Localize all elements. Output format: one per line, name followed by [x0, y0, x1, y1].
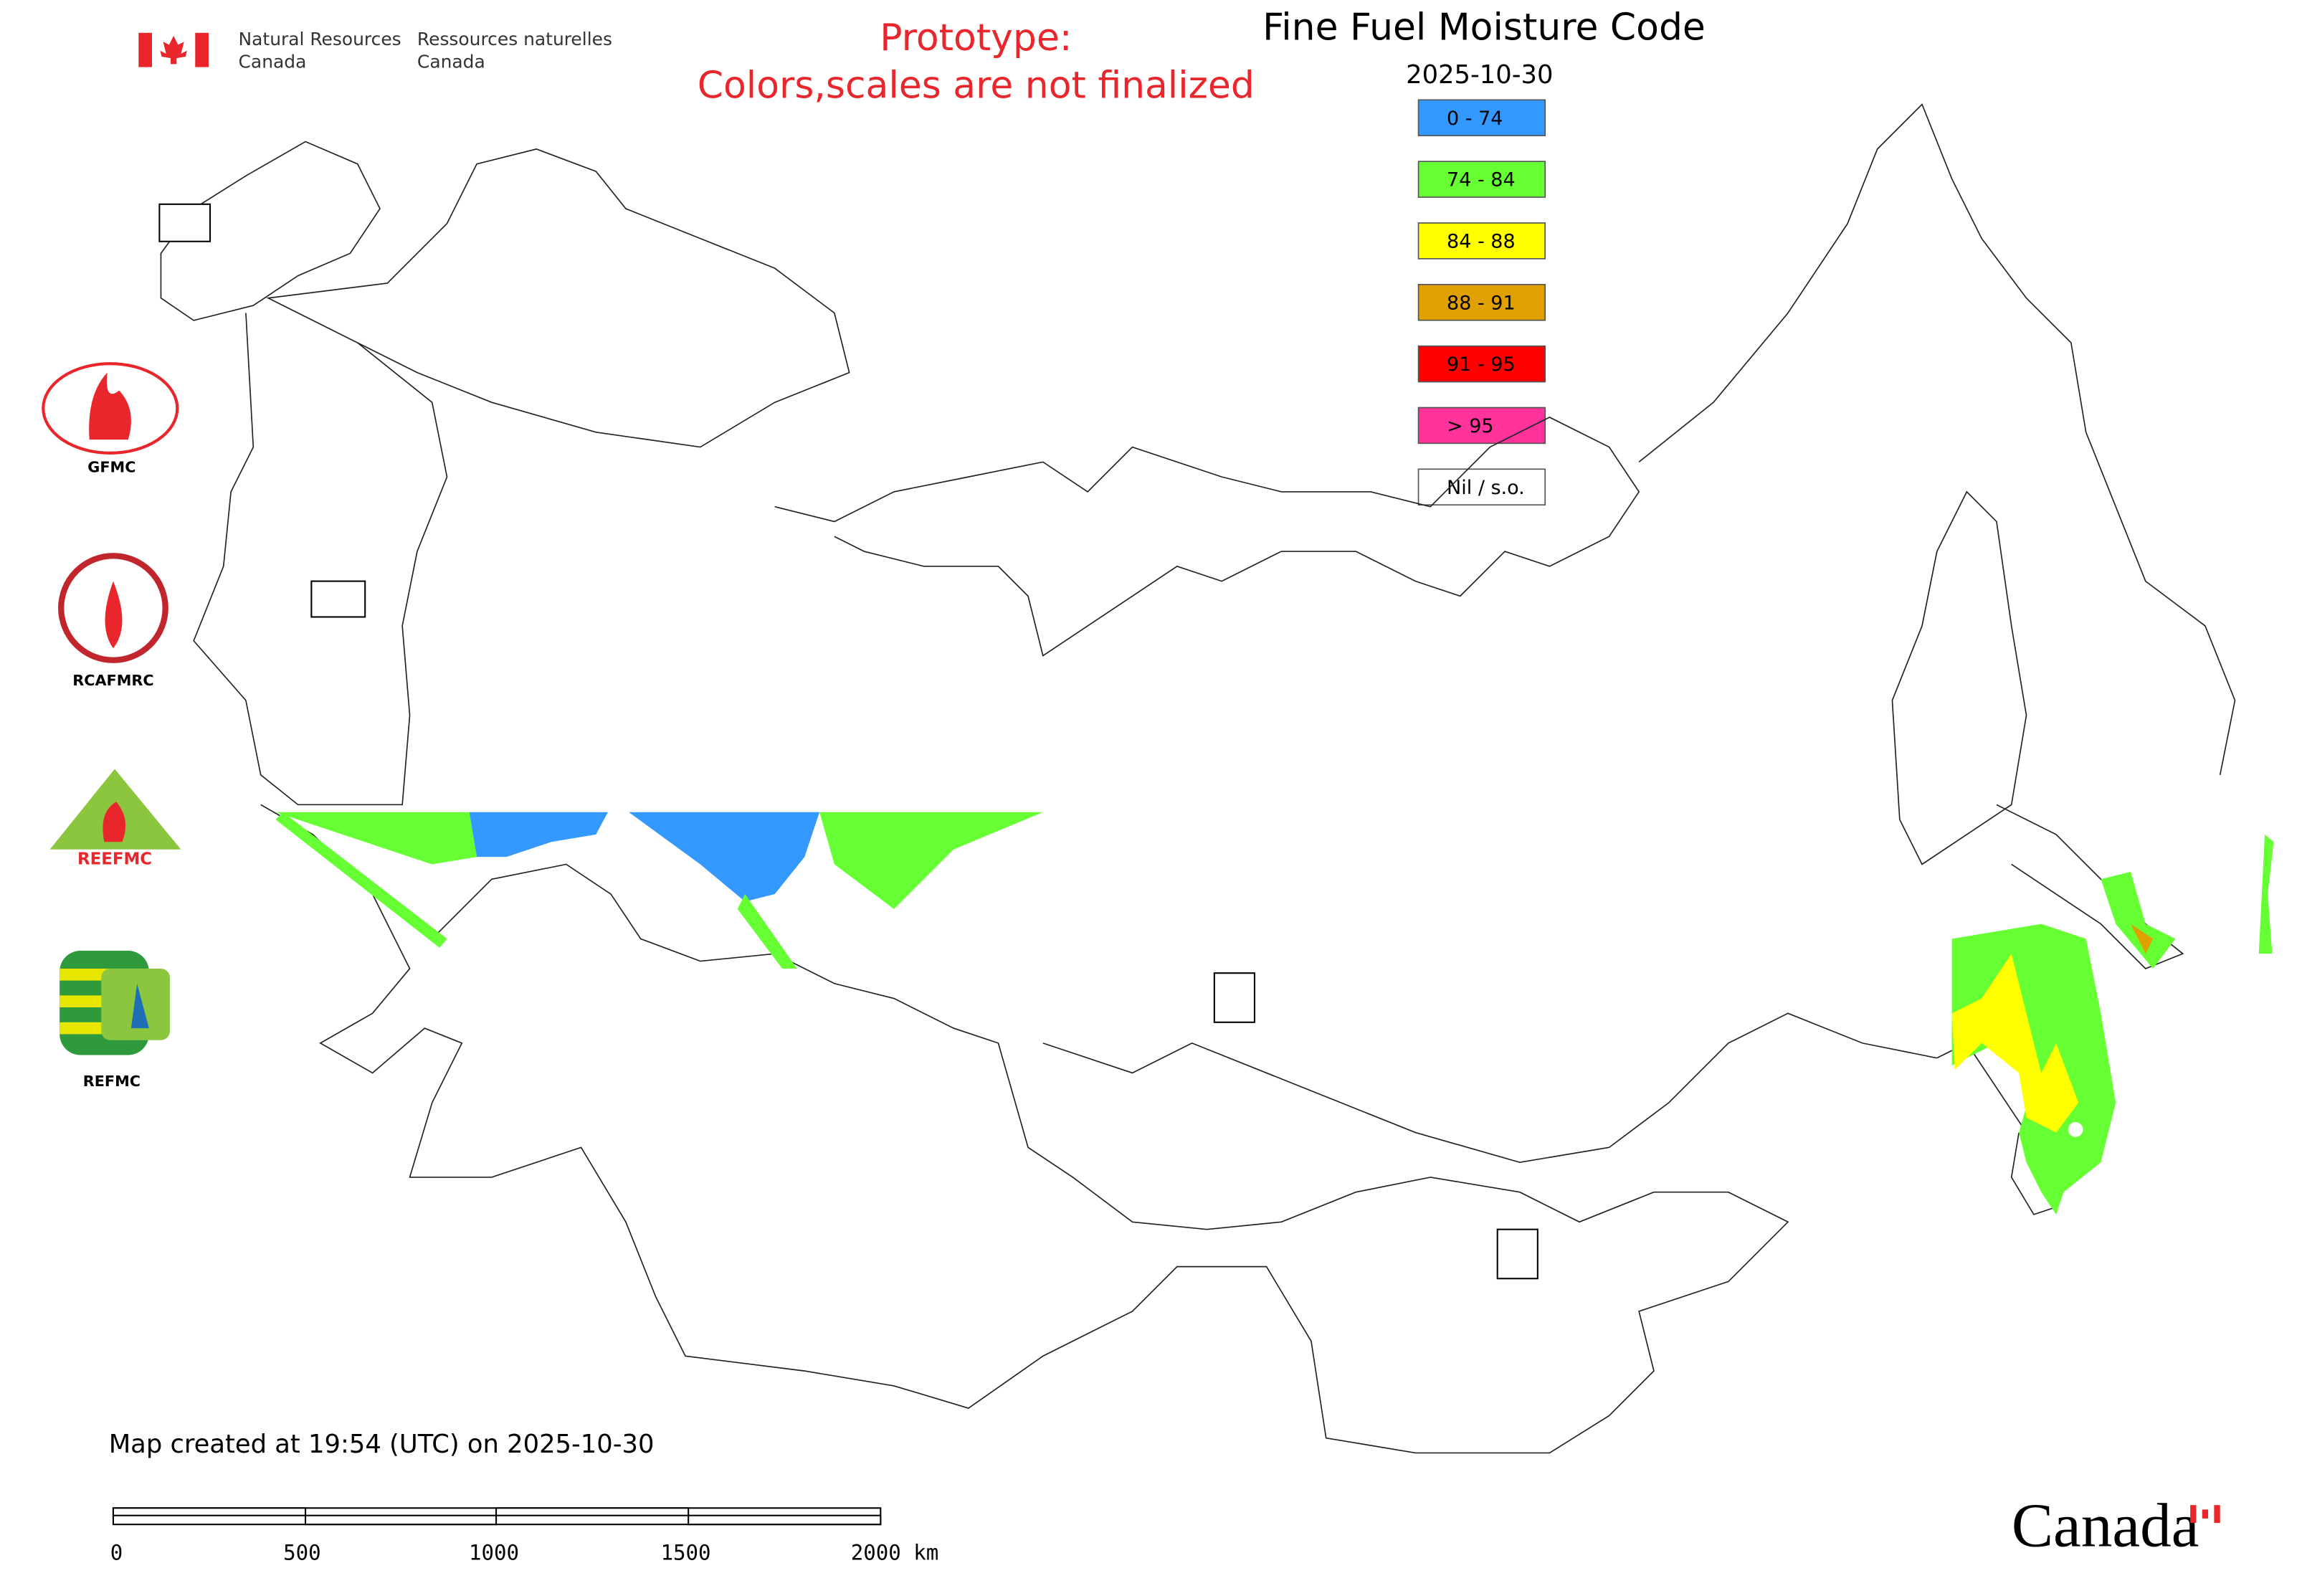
canada-wordmark: Canada — [2012, 1491, 2199, 1560]
notice: Prototype: — [880, 16, 1072, 60]
legend-label: 74 - 84 — [1447, 169, 1516, 191]
dept-fr: Canada — [417, 51, 485, 72]
map-title: Fine Fuel Moisture Code — [1262, 6, 1706, 49]
notice: Colors,scales are not finalized — [698, 65, 1255, 108]
legend-swatch — [1417, 99, 1546, 137]
scale-label: 1500 — [661, 1541, 711, 1565]
map-date: 2025-10-30 — [1406, 60, 1553, 90]
legend-label: 84 - 88 — [1447, 230, 1516, 252]
logo-label: REEFMC — [77, 850, 152, 869]
logos — [40, 362, 191, 1055]
legend-label: > 95 — [1447, 415, 1494, 437]
legend-swatch — [1417, 283, 1546, 321]
scale-label: 2000 km — [851, 1541, 939, 1565]
legend-swatch — [1417, 345, 1546, 383]
gov-signature: Natural Resources Canada Ressources natu… — [138, 29, 612, 72]
dept-en: Natural Resources — [239, 29, 401, 49]
legend-swatch — [1417, 222, 1546, 260]
legend-swatch — [1417, 407, 1546, 445]
logo-label: REFMC — [83, 1073, 141, 1090]
legend-label: 91 - 95 — [1447, 353, 1516, 376]
dept-fr: Ressources naturelles — [417, 29, 612, 49]
scale-label: 500 — [283, 1541, 321, 1565]
logo-label: GFMC — [87, 459, 135, 476]
dept-en: Canada — [239, 51, 307, 72]
scale-label: 1000 — [469, 1541, 519, 1565]
legend-label: Nil / s.o. — [1447, 477, 1525, 499]
legend: 0 - 74 74 - 84 84 - 88 88 - 91 91 - 95 > 95 Ni… — [1417, 99, 1546, 506]
scale-bar — [112, 1507, 882, 1526]
legend-swatch — [1417, 468, 1546, 506]
footer-note: Map created at 19:54 (UTC) on 2025-10-30 — [109, 1430, 655, 1459]
legend-label: 0 - 74 — [1447, 108, 1503, 130]
logo-label: RCAFMRC — [72, 672, 153, 689]
map-stamps — [158, 203, 1538, 1280]
base-map — [160, 103, 2236, 1454]
scale-label: 0 — [110, 1541, 123, 1565]
ffmc-patches — [275, 812, 2274, 1215]
legend-label: 88 - 91 — [1447, 292, 1516, 314]
wordmark-flag — [2190, 1505, 2220, 1524]
scale-labels: 0 500 1000 1500 2000 km — [110, 1541, 938, 1565]
legend-swatch — [1417, 161, 1546, 198]
